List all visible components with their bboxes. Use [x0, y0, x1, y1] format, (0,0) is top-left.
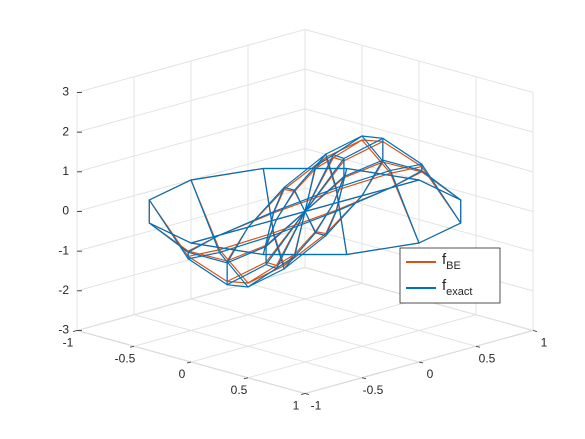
- z-tick-label: -3: [58, 323, 69, 337]
- z-tick-label: 1: [62, 164, 69, 178]
- mesh-surface: [148, 135, 462, 288]
- z-tick-label: -2: [58, 283, 69, 297]
- y-tick-label: -1: [311, 399, 322, 413]
- y-tick-label: 1: [541, 336, 548, 350]
- mesh-spoke: [304, 159, 462, 212]
- grid-line: [133, 314, 363, 379]
- x-tick-label: -1: [63, 336, 74, 350]
- mesh-spoke: [304, 139, 420, 244]
- mesh-spoke: [190, 179, 306, 288]
- y-tick-label: 0.5: [479, 351, 496, 365]
- tick-mark: [475, 345, 481, 348]
- tick-mark: [186, 361, 192, 364]
- mesh-spoke: [304, 152, 348, 255]
- legend-name: f: [442, 277, 447, 294]
- z-tick-label: -1: [58, 243, 69, 257]
- mesh-spoke: [304, 137, 462, 224]
- legend-subscript: exact: [446, 286, 472, 298]
- legend-label: fBE: [442, 251, 461, 272]
- z-tick-label: 2: [62, 124, 69, 138]
- grid-line: [247, 282, 477, 347]
- tick-mark: [72, 330, 78, 332]
- mesh-spoke: [304, 168, 348, 237]
- tick-mark: [361, 377, 367, 380]
- mesh-spoke: [304, 179, 420, 213]
- z-tick-label: 3: [62, 85, 69, 99]
- tick-mark: [129, 345, 135, 348]
- mesh-spoke: [262, 186, 306, 255]
- x-tick-label: 0.5: [231, 383, 248, 397]
- tick-mark: [300, 393, 306, 395]
- mesh-spoke: [190, 210, 306, 244]
- mesh-spoke: [262, 168, 306, 271]
- legend-box: [399, 247, 501, 304]
- tick-mark: [532, 330, 538, 332]
- legend-subscript: BE: [446, 260, 461, 272]
- mesh-spoke: [304, 135, 420, 244]
- x-tick-label: -0.5: [115, 351, 136, 365]
- legend-name: f: [442, 251, 447, 268]
- mesh-spoke: [190, 179, 306, 284]
- mesh-spoke: [148, 211, 306, 264]
- tick-mark: [304, 393, 310, 395]
- legend-label: fexact: [442, 277, 472, 298]
- y-tick-label: -0.5: [363, 383, 384, 397]
- y-tick-label: 0: [427, 367, 434, 381]
- tick-mark: [243, 377, 249, 380]
- mesh-spoke: [148, 199, 306, 286]
- grid-line: [190, 298, 420, 363]
- tick-mark: [418, 361, 424, 364]
- z-tick-label: 0: [62, 204, 69, 218]
- x-tick-label: 1: [293, 399, 300, 413]
- x-tick-label: 0: [179, 367, 186, 381]
